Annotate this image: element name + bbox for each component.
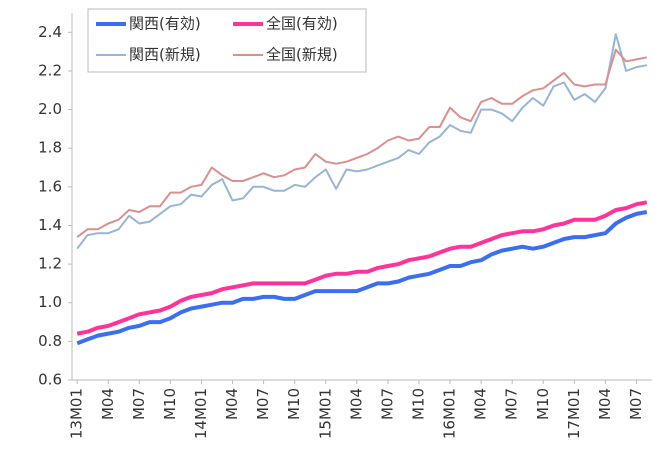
y-tick-label: 0.8 <box>38 332 62 350</box>
series-line <box>76 200 648 336</box>
y-tick-label: 1.6 <box>38 177 62 195</box>
y-tick-label: 1.0 <box>38 293 62 311</box>
x-tick-label: M04 <box>347 388 365 420</box>
series-line <box>76 210 648 346</box>
x-tick-label: M10 <box>161 388 179 420</box>
x-tick-label: 17M01 <box>565 388 583 439</box>
x-tick-label: M10 <box>285 388 303 420</box>
x-tick-label: M07 <box>503 388 521 420</box>
x-tick-label: M07 <box>627 388 645 420</box>
x-tick-label: M04 <box>99 388 117 420</box>
y-tick-label: 1.8 <box>38 139 62 157</box>
x-tick-label: M04 <box>223 388 241 420</box>
x-tick-label: M10 <box>409 388 427 420</box>
y-tick-label: 2.4 <box>38 23 62 41</box>
x-tick-label: 16M01 <box>441 388 459 439</box>
x-tick-label: M07 <box>254 388 272 420</box>
y-tick-label: 0.6 <box>38 371 62 389</box>
x-tick-label: 13M01 <box>68 388 86 439</box>
series-line <box>76 48 647 238</box>
y-tick-label: 1.2 <box>38 255 62 273</box>
x-tick-label: 15M01 <box>316 388 334 439</box>
legend-label: 全国(有効) <box>266 15 338 33</box>
y-tick-label: 2.0 <box>38 100 62 118</box>
legend-label: 関西(有効) <box>129 15 201 33</box>
x-tick-label: M10 <box>534 388 552 420</box>
y-tick-label: 1.4 <box>38 216 62 234</box>
legend-label: 全国(新規) <box>266 46 338 64</box>
legend-label: 関西(新規) <box>129 46 201 64</box>
x-tick-label: M07 <box>130 388 148 420</box>
x-tick-label: M04 <box>472 388 490 420</box>
legend-box <box>87 8 367 73</box>
series-line <box>76 33 647 250</box>
x-tick-label: M07 <box>378 388 396 420</box>
x-tick-label: 14M01 <box>192 388 210 439</box>
y-tick-label: 2.2 <box>38 61 62 79</box>
x-tick-label: M04 <box>596 388 614 420</box>
